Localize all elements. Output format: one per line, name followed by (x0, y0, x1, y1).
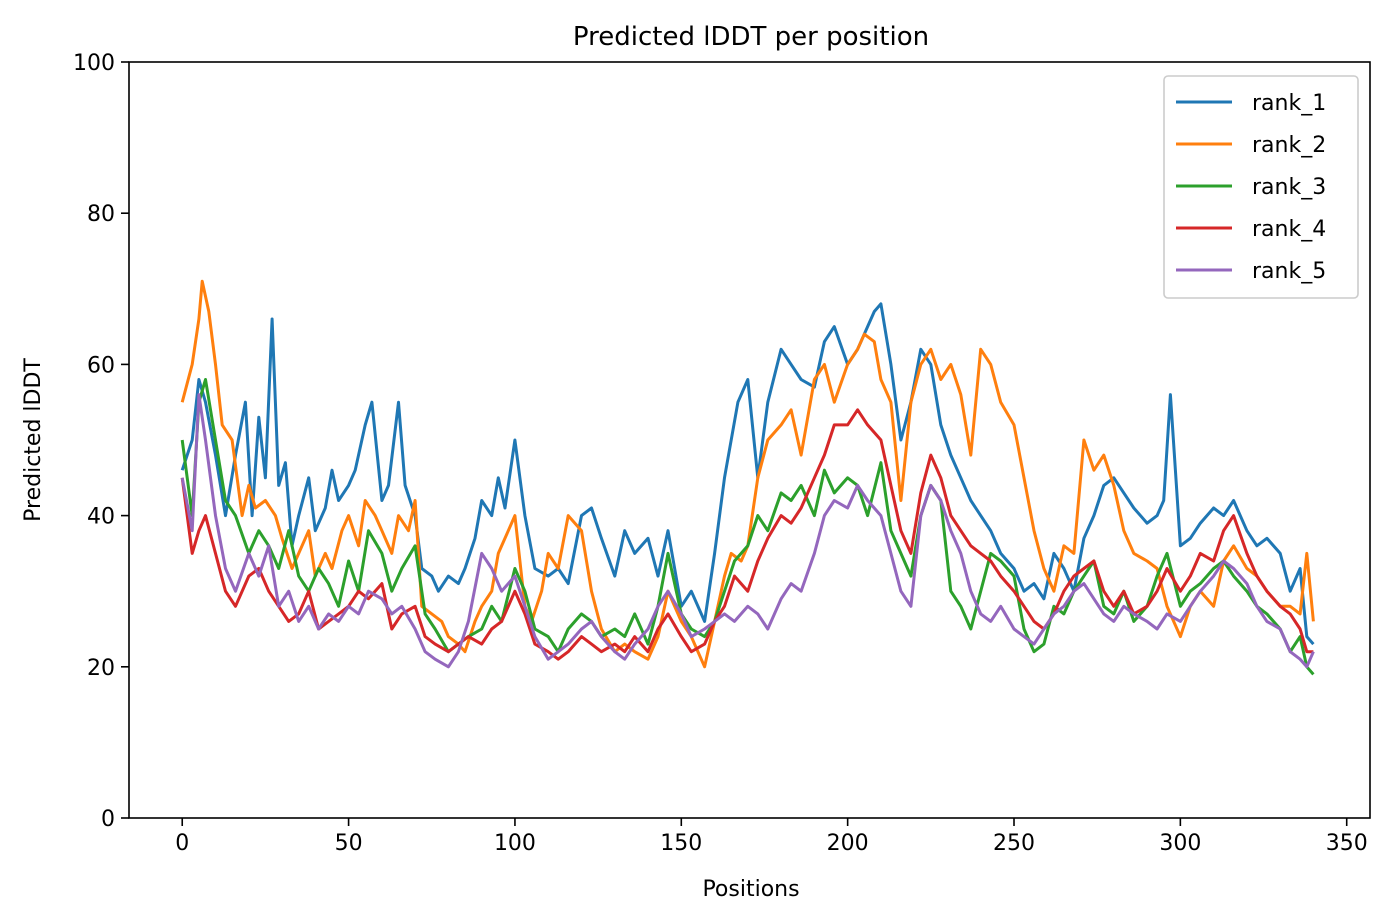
x-tick-label: 350 (1326, 831, 1368, 856)
x-tick-label: 0 (175, 831, 189, 856)
x-tick-label: 300 (1159, 831, 1201, 856)
legend-label: rank_4 (1252, 217, 1326, 242)
chart-legend: rank_1 rank_2 rank_3 rank_4 rank_5 (1163, 75, 1359, 299)
y-tick-label: 100 (73, 51, 115, 76)
series-line-rank-5 (180, 393, 1315, 669)
legend-label: rank_3 (1252, 175, 1326, 200)
legend-label: rank_1 (1252, 91, 1326, 116)
x-tick-label: 200 (827, 831, 869, 856)
legend-label: rank_5 (1252, 259, 1326, 284)
y-tick-label: 60 (87, 353, 115, 378)
y-tick-label: 80 (87, 202, 115, 227)
legend-box (1163, 75, 1359, 299)
y-axis-ticks: 0 20 40 60 80 100 (73, 51, 129, 832)
x-axis-label: Positions (702, 877, 799, 902)
x-tick-label: 100 (494, 831, 536, 856)
x-tick-label: 150 (660, 831, 702, 856)
series-line-rank-1 (180, 302, 1315, 646)
series-line-rank-4 (180, 408, 1314, 661)
chart-title: Predicted lDDT per position (573, 22, 929, 52)
x-tick-label: 250 (993, 831, 1035, 856)
series-line-rank-2 (180, 279, 1315, 669)
y-tick-label: 0 (101, 807, 115, 832)
y-tick-label: 20 (87, 656, 115, 681)
plot-area-frame (128, 61, 1371, 819)
x-axis-ticks: 0 50 100 150 200 250 300 350 (175, 818, 1368, 856)
legend-label: rank_2 (1252, 133, 1326, 158)
y-axis-label: Predicted lDDT (21, 358, 46, 522)
x-tick-label: 50 (335, 831, 363, 856)
y-tick-label: 40 (87, 505, 115, 530)
series-lines (180, 279, 1315, 676)
